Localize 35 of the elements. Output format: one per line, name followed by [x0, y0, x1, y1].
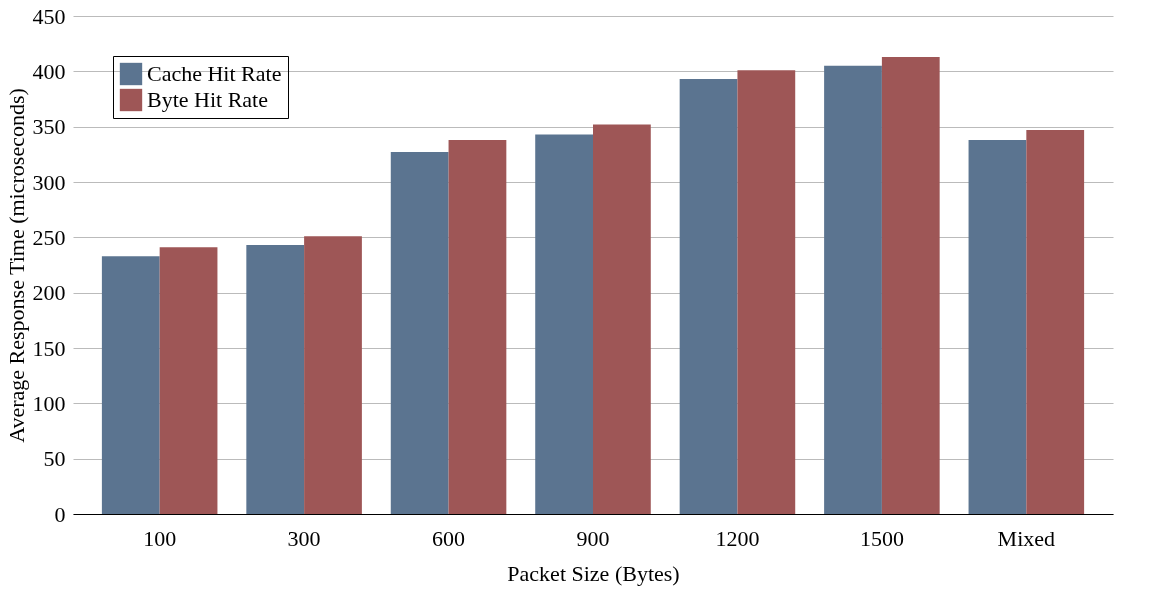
y-tick-label: 0: [54, 501, 66, 527]
y-tick-label: 200: [32, 280, 66, 306]
legend-label: Byte Hit Rate: [147, 87, 268, 112]
y-tick-label: 50: [43, 446, 66, 472]
y-tick-label: 250: [32, 224, 66, 250]
bar: [448, 139, 507, 514]
bar: [246, 245, 305, 514]
bar: [390, 152, 449, 514]
bar: [881, 56, 940, 514]
bar: [1026, 129, 1085, 514]
bar: [535, 134, 593, 514]
bar: [304, 236, 362, 514]
bar: [737, 70, 796, 514]
x-tick-label: 900: [576, 525, 610, 551]
y-tick-label: 300: [32, 169, 66, 195]
legend-label: Cache Hit Rate: [147, 61, 282, 86]
x-tick-label: 1500: [859, 525, 904, 551]
x-tick-label: 600: [432, 525, 466, 551]
y-tick-label: 350: [32, 114, 66, 140]
bar: [824, 65, 882, 514]
x-tick-label: 100: [143, 525, 177, 551]
bar: [593, 124, 651, 514]
bar: [679, 79, 738, 514]
y-tick-label: 150: [32, 335, 66, 361]
x-tick-label: Mixed: [997, 525, 1056, 551]
bar: [101, 256, 160, 514]
y-axis-title: Average Response Time (microseconds): [3, 88, 29, 443]
x-axis-title: Packet Size (Bytes): [507, 560, 680, 586]
bar: [159, 247, 218, 514]
x-tick-label: 1200: [715, 525, 760, 551]
y-tick-label: 450: [32, 3, 66, 29]
x-tick-label: 300: [287, 525, 321, 551]
y-tick-label: 100: [32, 390, 66, 416]
bar: [968, 139, 1027, 514]
y-tick-label: 400: [32, 58, 66, 84]
